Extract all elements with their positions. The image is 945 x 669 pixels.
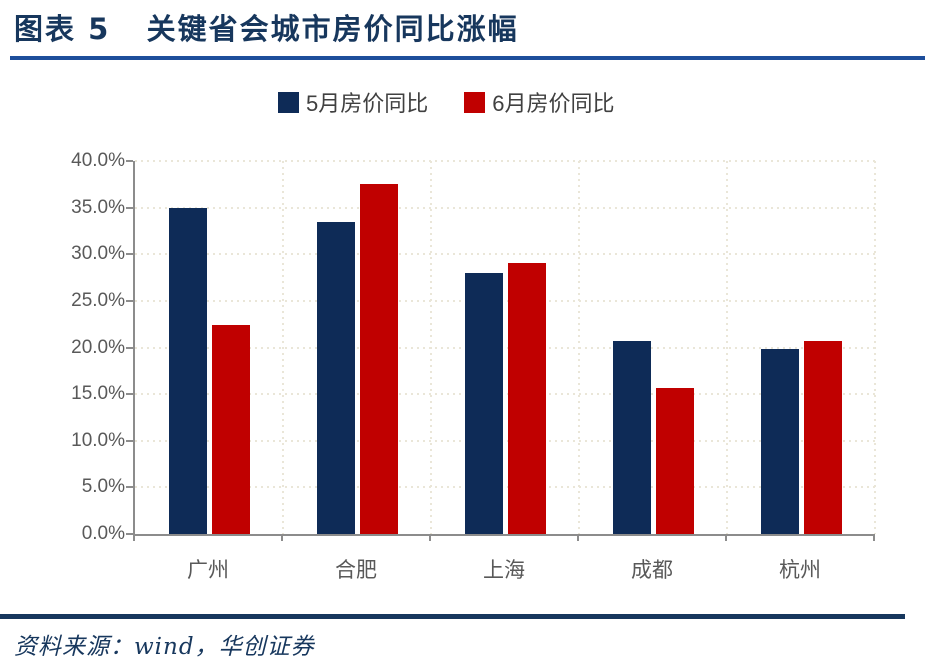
legend-swatch xyxy=(464,91,486,113)
y-tick-label: 10.0% xyxy=(71,429,125,451)
x-category-label: 成都 xyxy=(631,559,673,582)
bar-june xyxy=(507,262,546,534)
title-divider xyxy=(10,56,925,60)
bar-may xyxy=(760,349,799,534)
x-category-label: 杭州 xyxy=(779,559,821,582)
y-tick-mark xyxy=(126,486,133,489)
x-tick-mark xyxy=(133,534,135,541)
bar-june xyxy=(211,325,250,534)
y-tick-mark xyxy=(126,253,133,256)
gridline-h xyxy=(135,299,875,302)
bar-june xyxy=(655,387,694,534)
legend-label: 5月房价同比 xyxy=(306,91,429,116)
gridline-h xyxy=(135,206,875,209)
chart-legend: 5月房价同比 6月房价同比 xyxy=(278,86,651,118)
x-tick-mark xyxy=(873,534,875,541)
x-category-label: 合肥 xyxy=(335,559,377,582)
gridline-h xyxy=(135,439,875,442)
y-tick-label: 0.0% xyxy=(81,523,125,544)
x-tick-mark xyxy=(725,534,727,541)
y-tick-mark xyxy=(126,346,133,349)
gridline-h xyxy=(135,486,875,489)
y-tick-mark xyxy=(126,299,133,302)
plot-area xyxy=(133,160,876,536)
y-tick-label: 20.0% xyxy=(71,336,125,358)
y-tick-label: 35.0% xyxy=(71,196,125,218)
y-tick-label: 15.0% xyxy=(71,383,125,405)
legend-item: 6月房价同比 xyxy=(464,86,615,118)
figure-title: 图表 5 关键省会城市房价同比涨幅 xyxy=(14,12,519,46)
bar-may xyxy=(168,207,207,534)
gridline-h xyxy=(135,160,875,162)
x-tick-mark xyxy=(281,534,283,541)
bar-may xyxy=(316,221,355,534)
x-tick-mark xyxy=(429,534,431,541)
x-tick-mark xyxy=(577,534,579,541)
bar-may xyxy=(464,272,503,534)
y-tick-mark xyxy=(126,160,133,162)
gridline-v xyxy=(430,161,432,534)
y-tick-mark xyxy=(126,533,133,535)
gridline-v xyxy=(282,161,284,534)
y-tick-mark xyxy=(126,393,133,396)
y-tick-label: 25.0% xyxy=(71,289,125,311)
bar-may xyxy=(612,340,651,534)
legend-item: 5月房价同比 xyxy=(278,86,428,118)
y-tick-mark xyxy=(126,206,133,209)
gridline-h xyxy=(135,393,875,396)
y-tick-label: 30.0% xyxy=(71,243,125,265)
gridline-v xyxy=(578,161,580,534)
gridline-v xyxy=(726,161,728,534)
gridline-h xyxy=(135,346,875,349)
y-tick-label: 5.0% xyxy=(81,476,125,498)
bar-june xyxy=(803,340,842,534)
legend-swatch xyxy=(278,91,299,113)
x-category-label: 上海 xyxy=(483,559,525,582)
source-note: 资料来源：wind，华创证券 xyxy=(14,634,315,660)
bar-june xyxy=(359,184,398,534)
y-tick-mark xyxy=(126,439,133,442)
legend-label: 6月房价同比 xyxy=(492,91,615,116)
gridline-v xyxy=(874,161,876,534)
y-tick-label: 40.0% xyxy=(71,150,125,171)
footer-divider xyxy=(0,614,905,619)
gridline-h xyxy=(135,253,875,256)
x-category-label: 广州 xyxy=(187,559,229,582)
